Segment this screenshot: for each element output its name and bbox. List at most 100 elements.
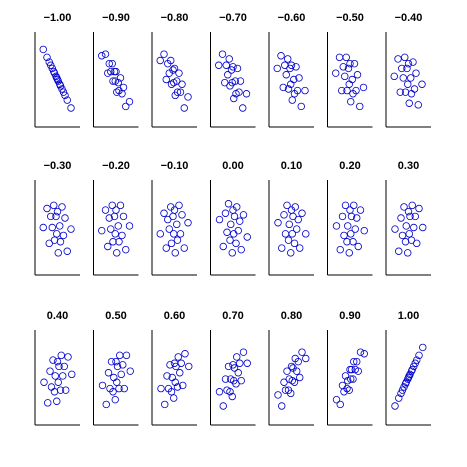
point	[172, 362, 180, 371]
point	[301, 86, 309, 95]
point	[219, 242, 227, 251]
point	[109, 388, 117, 396]
point	[51, 372, 59, 380]
point	[171, 91, 179, 100]
panel-title: −0.70	[219, 12, 247, 24]
point	[165, 69, 173, 77]
point	[290, 239, 299, 248]
point	[293, 367, 301, 375]
point	[391, 225, 399, 233]
point	[176, 369, 184, 377]
point	[298, 348, 306, 356]
point	[410, 223, 418, 232]
point	[345, 386, 353, 394]
point	[413, 356, 421, 364]
point	[61, 214, 69, 222]
point	[55, 362, 63, 371]
point	[98, 226, 106, 235]
point	[360, 350, 368, 358]
point	[298, 209, 306, 217]
point	[169, 212, 177, 221]
point	[397, 214, 405, 222]
point	[356, 206, 365, 214]
point	[122, 351, 131, 360]
point	[110, 67, 119, 76]
point	[125, 222, 134, 230]
point	[395, 394, 403, 402]
point	[179, 381, 187, 390]
point	[347, 375, 355, 383]
point	[405, 99, 413, 107]
point	[398, 231, 407, 240]
point	[173, 220, 181, 229]
point	[98, 52, 106, 60]
point	[342, 53, 350, 62]
point	[287, 362, 296, 371]
point	[285, 220, 293, 229]
point	[223, 228, 231, 236]
point	[53, 357, 62, 366]
point	[293, 225, 301, 233]
point	[63, 96, 71, 104]
point	[184, 219, 192, 227]
point	[67, 104, 75, 112]
point	[228, 249, 236, 257]
point	[347, 212, 356, 221]
point	[341, 72, 349, 81]
point	[45, 58, 53, 66]
point	[59, 372, 67, 380]
point	[164, 215, 172, 224]
point	[287, 249, 295, 257]
point	[105, 59, 113, 68]
point	[47, 212, 55, 221]
point	[39, 223, 47, 232]
point	[239, 104, 247, 112]
point	[401, 88, 410, 96]
point	[109, 77, 117, 85]
point	[336, 245, 344, 254]
point	[178, 80, 186, 88]
point	[170, 394, 178, 402]
point	[403, 64, 411, 73]
point	[115, 86, 123, 95]
point	[232, 380, 240, 388]
point	[236, 359, 244, 367]
point	[287, 389, 295, 398]
point	[344, 64, 353, 73]
point	[110, 373, 118, 382]
point	[173, 236, 182, 244]
point	[288, 376, 296, 385]
point	[292, 63, 300, 71]
point	[332, 69, 340, 77]
point	[181, 350, 189, 358]
point	[62, 386, 70, 394]
point	[405, 230, 413, 238]
point	[401, 380, 410, 388]
point	[350, 357, 358, 366]
point	[405, 372, 413, 380]
point	[171, 378, 179, 386]
point	[359, 83, 368, 92]
point	[239, 348, 248, 356]
point	[288, 230, 296, 238]
point	[287, 80, 295, 88]
point	[64, 353, 72, 361]
point	[395, 247, 403, 255]
panel-title: 0.00	[222, 160, 243, 172]
point	[237, 376, 245, 385]
point	[418, 80, 426, 88]
point	[58, 203, 66, 211]
point	[345, 80, 353, 88]
point	[346, 59, 354, 68]
point	[399, 74, 407, 82]
point	[353, 357, 361, 366]
point	[50, 236, 59, 244]
point	[295, 74, 303, 82]
point	[177, 359, 185, 367]
point	[162, 75, 170, 84]
point	[407, 367, 416, 375]
point	[415, 351, 423, 360]
point	[354, 367, 362, 375]
point	[407, 90, 416, 98]
